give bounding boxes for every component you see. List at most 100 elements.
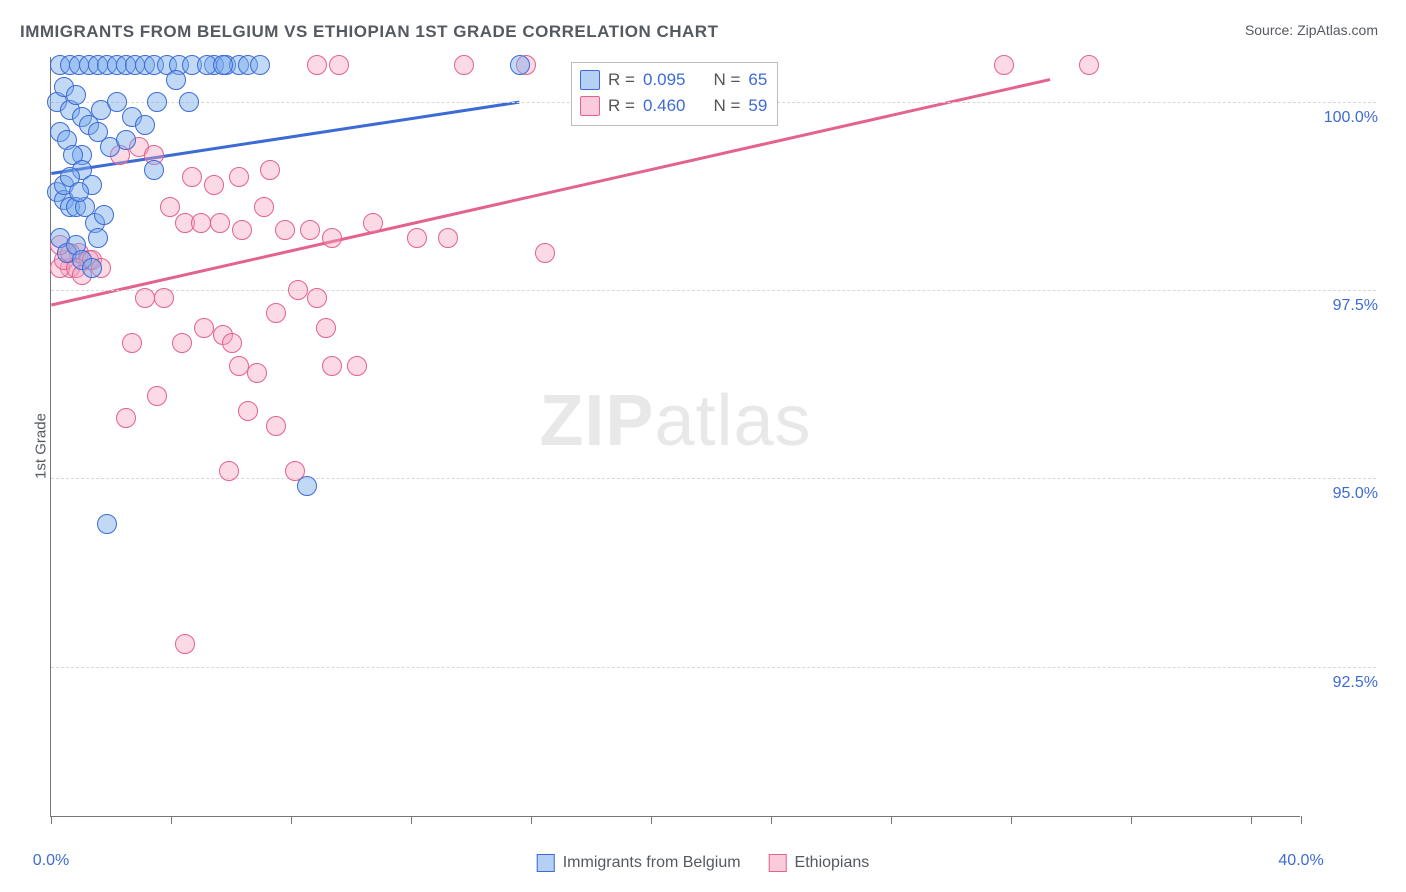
legend-label: Immigrants from Belgium — [563, 854, 741, 872]
scatter-point — [510, 55, 530, 75]
y-tick-label: 92.5% — [1333, 674, 1378, 692]
legend-swatch — [769, 854, 787, 872]
scatter-point — [307, 288, 327, 308]
regression-stats-box: R = 0.095 N = 65 R = 0.460 N = 59 — [571, 62, 778, 126]
scatter-point — [438, 228, 458, 248]
scatter-point — [66, 85, 86, 105]
source-citation: Source: ZipAtlas.com — [1245, 22, 1378, 38]
legend-swatch — [537, 854, 555, 872]
scatter-point — [194, 318, 214, 338]
y-tick-label: 97.5% — [1333, 297, 1378, 315]
scatter-point — [288, 280, 308, 300]
watermark-atlas: atlas — [654, 381, 811, 461]
stat-value-R: 0.460 — [643, 96, 686, 116]
scatter-point — [994, 55, 1014, 75]
scatter-point — [266, 416, 286, 436]
x-tick — [411, 816, 412, 824]
scatter-point — [116, 130, 136, 150]
scatter-point — [154, 288, 174, 308]
chart-title: IMMIGRANTS FROM BELGIUM VS ETHIOPIAN 1ST… — [20, 22, 718, 42]
y-axis-label: 1st Grade — [32, 413, 49, 479]
scatter-point — [213, 55, 233, 75]
legend-item: Immigrants from Belgium — [537, 854, 741, 872]
scatter-point — [1079, 55, 1099, 75]
scatter-point — [238, 401, 258, 421]
x-tick — [531, 816, 532, 824]
scatter-point — [266, 303, 286, 323]
scatter-point — [182, 167, 202, 187]
scatter-point — [219, 461, 239, 481]
scatter-point — [329, 55, 349, 75]
scatter-point — [69, 182, 89, 202]
scatter-point — [122, 333, 142, 353]
scatter-point — [254, 197, 274, 217]
scatter-point — [247, 363, 267, 383]
scatter-point — [135, 288, 155, 308]
scatter-point — [407, 228, 427, 248]
legend-item: Ethiopians — [769, 854, 870, 872]
stat-value-N: 65 — [748, 70, 767, 90]
gridline — [51, 478, 1376, 479]
scatter-point — [363, 213, 383, 233]
y-tick-label: 100.0% — [1324, 109, 1378, 127]
gridline — [51, 667, 1376, 668]
x-tick — [771, 816, 772, 824]
source-label: Source: — [1245, 22, 1297, 38]
scatter-point — [97, 514, 117, 534]
scatter-point — [250, 55, 270, 75]
bottom-legend: Immigrants from Belgium Ethiopians — [537, 854, 870, 872]
stat-value-R: 0.095 — [643, 70, 686, 90]
scatter-point — [144, 160, 164, 180]
stat-label-R: R = — [608, 70, 635, 90]
scatter-point — [179, 92, 199, 112]
x-tick — [1131, 816, 1132, 824]
regression-stats-row: R = 0.095 N = 65 — [580, 67, 767, 93]
stat-label-N: N = — [713, 70, 740, 90]
scatter-point — [260, 160, 280, 180]
x-tick — [51, 816, 52, 824]
scatter-point — [82, 258, 102, 278]
series-swatch — [580, 96, 600, 116]
scatter-point — [275, 220, 295, 240]
watermark: ZIPatlas — [539, 380, 811, 462]
series-swatch — [580, 70, 600, 90]
scatter-point — [191, 213, 211, 233]
scatter-point — [147, 386, 167, 406]
x-tick — [1251, 816, 1252, 824]
scatter-point — [535, 243, 555, 263]
scatter-point — [147, 92, 167, 112]
scatter-point — [347, 356, 367, 376]
scatter-point — [107, 92, 127, 112]
stat-label-R: R = — [608, 96, 635, 116]
x-tick-label: 0.0% — [33, 852, 69, 870]
scatter-point — [175, 634, 195, 654]
regression-line — [51, 80, 1050, 305]
gridline — [51, 290, 1376, 291]
scatter-point — [172, 333, 192, 353]
stat-value-N: 59 — [748, 96, 767, 116]
scatter-point — [160, 197, 180, 217]
scatter-point — [316, 318, 336, 338]
scatter-point — [322, 228, 342, 248]
legend-label: Ethiopians — [795, 854, 870, 872]
x-tick-label: 40.0% — [1278, 852, 1323, 870]
scatter-point — [307, 55, 327, 75]
source-name: ZipAtlas.com — [1297, 22, 1378, 38]
x-tick — [1011, 816, 1012, 824]
scatter-point — [210, 213, 230, 233]
stat-label-N: N = — [713, 96, 740, 116]
scatter-point — [166, 70, 186, 90]
x-tick — [1301, 816, 1302, 824]
scatter-point — [322, 356, 342, 376]
regression-stats-row: R = 0.460 N = 59 — [580, 93, 767, 119]
scatter-point — [229, 356, 249, 376]
scatter-point — [232, 220, 252, 240]
x-tick — [171, 816, 172, 824]
x-tick — [651, 816, 652, 824]
scatter-point — [204, 175, 224, 195]
scatter-point — [88, 228, 108, 248]
scatter-point — [222, 333, 242, 353]
scatter-point — [94, 205, 114, 225]
watermark-zip: ZIP — [539, 381, 654, 461]
y-tick-label: 95.0% — [1333, 485, 1378, 503]
